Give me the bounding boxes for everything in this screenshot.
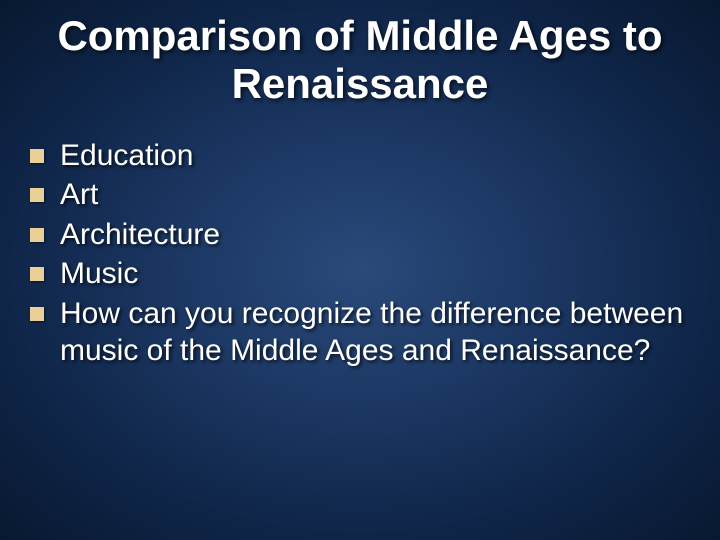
item-text: Music — [60, 255, 138, 293]
item-text: How can you recognize the difference bet… — [60, 295, 700, 370]
item-text: Art — [60, 176, 98, 214]
item-text: Education — [60, 137, 193, 175]
slide-title: Comparison of Middle Ages to Renaissance — [20, 12, 700, 109]
bullet-icon — [30, 149, 44, 163]
list-item: Music — [30, 255, 700, 293]
item-text: Architecture — [60, 216, 220, 254]
bullet-icon — [30, 188, 44, 202]
list-item: Education — [30, 137, 700, 175]
list-item: How can you recognize the difference bet… — [30, 295, 700, 370]
bullet-icon — [30, 228, 44, 242]
list-item: Architecture — [30, 216, 700, 254]
list-item: Art — [30, 176, 700, 214]
slide-container: Comparison of Middle Ages to Renaissance… — [0, 0, 720, 540]
slide-content: Education Art Architecture Music How can… — [20, 137, 700, 370]
bullet-icon — [30, 267, 44, 281]
bullet-icon — [30, 307, 44, 321]
